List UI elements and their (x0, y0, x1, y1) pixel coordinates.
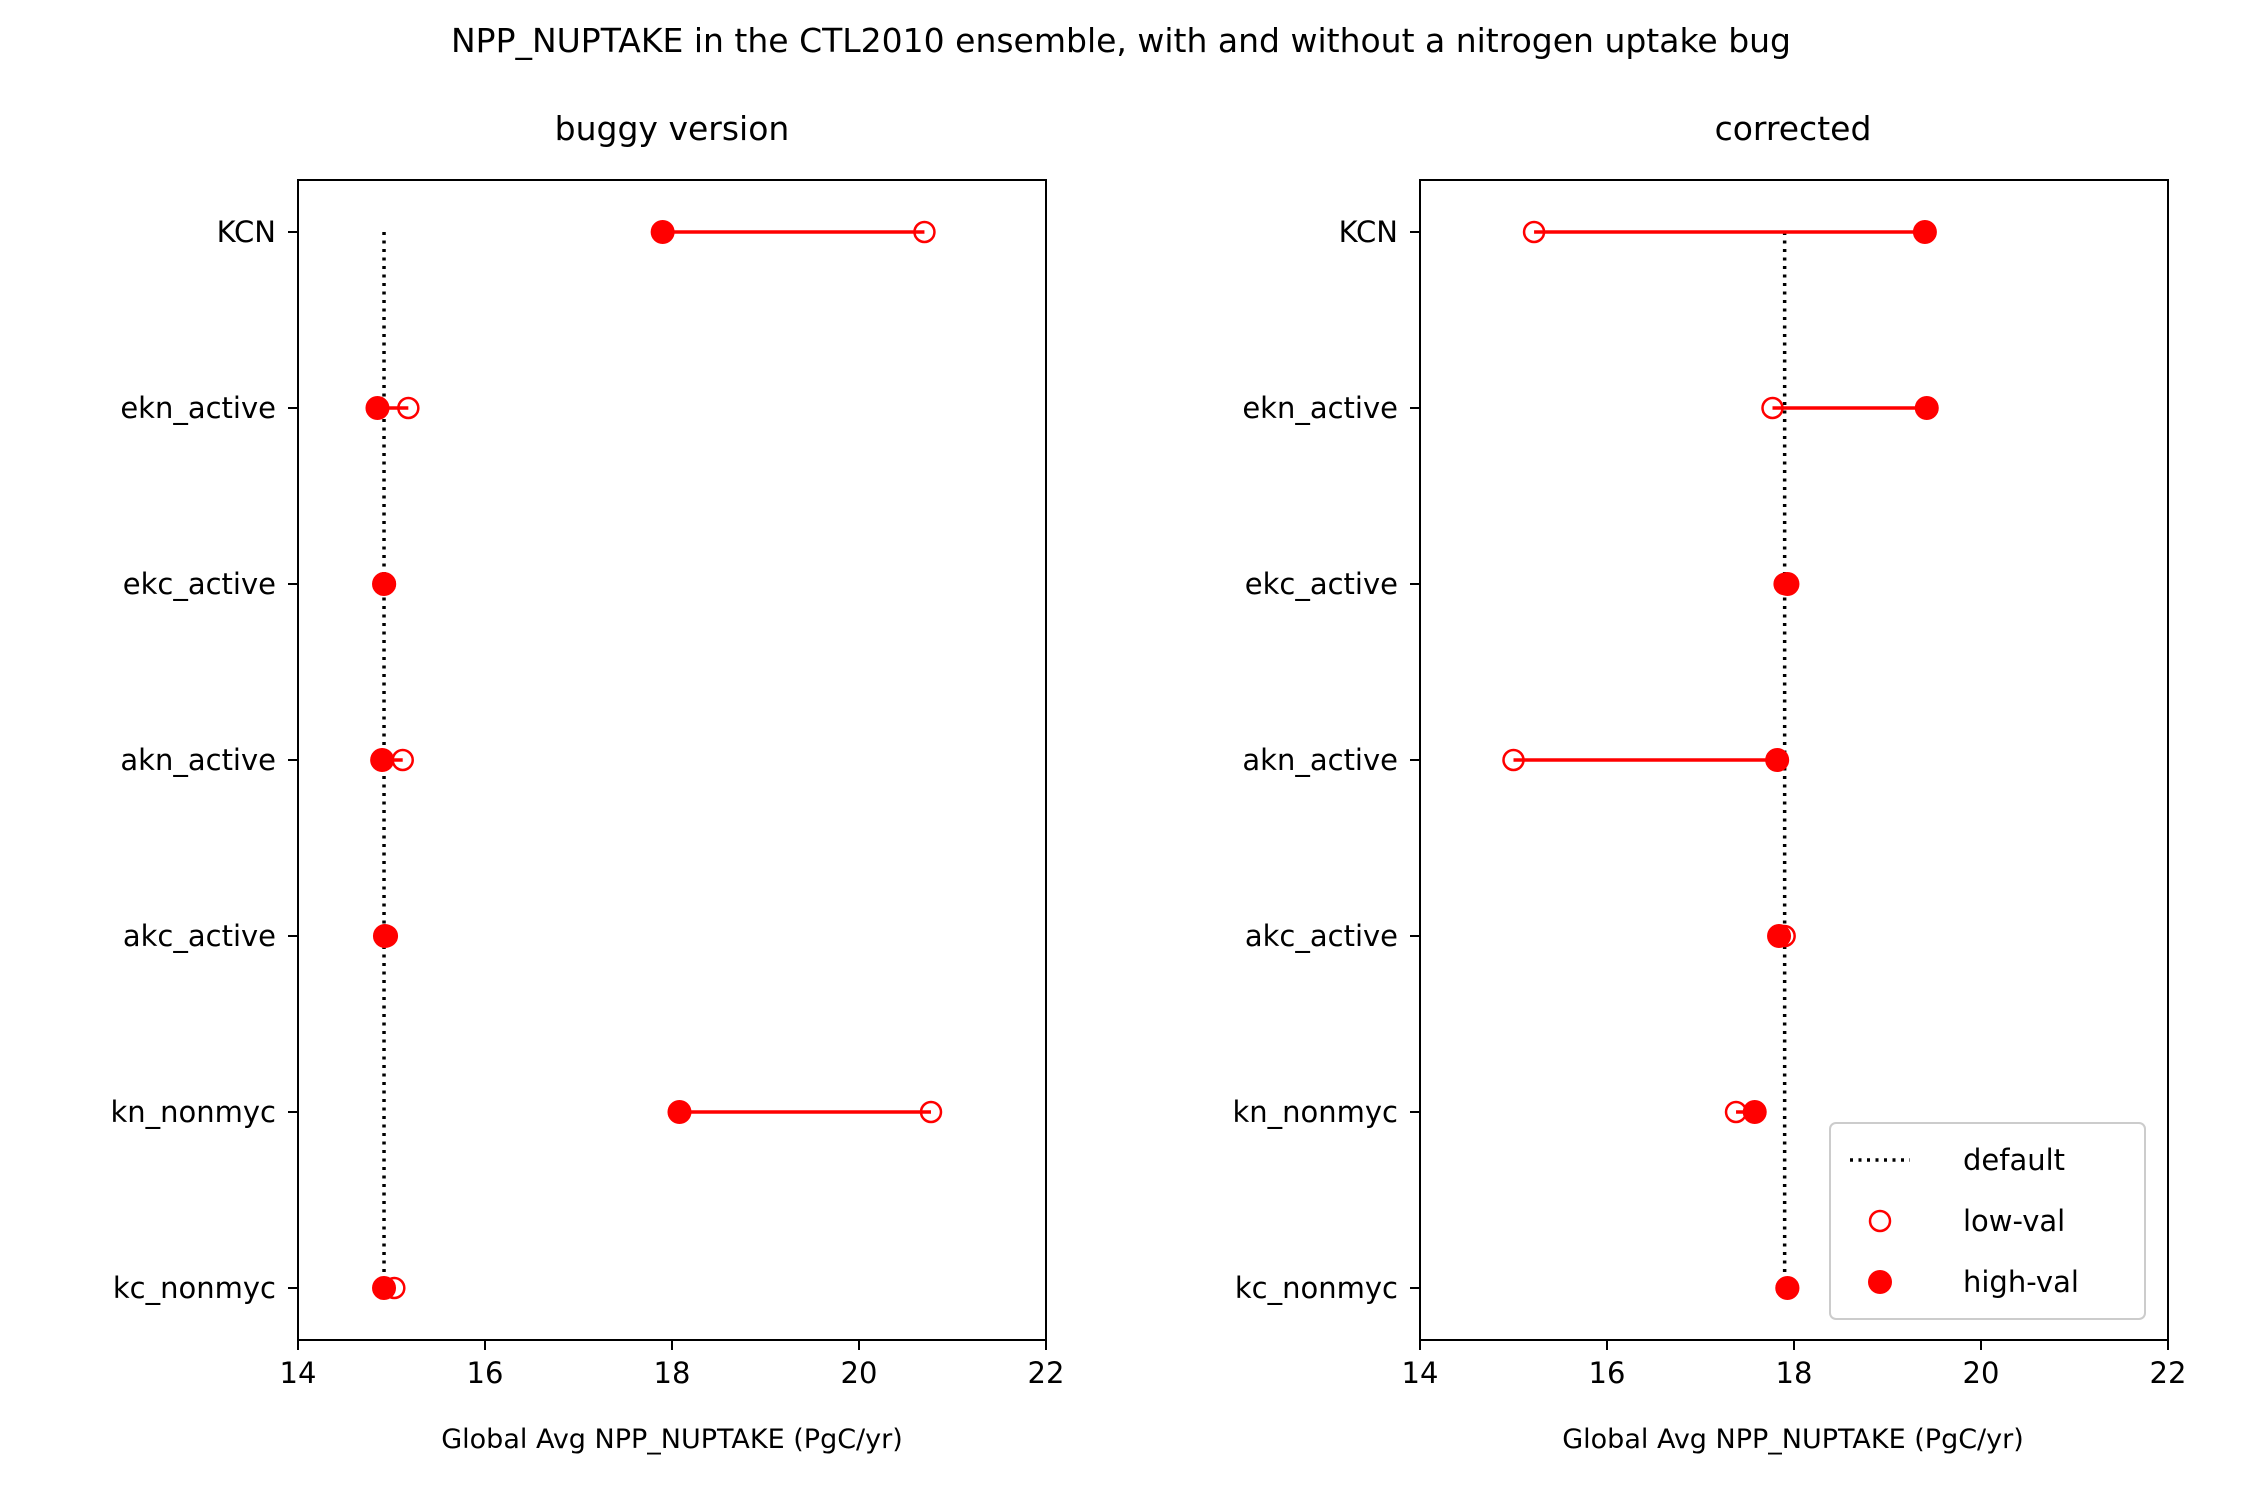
y-tick-label-corrected: ekc_active (1245, 567, 1398, 601)
high-val-marker-buggy (365, 396, 390, 420)
y-tick-label-buggy: ekc_active (123, 567, 276, 601)
x-axis-label-corrected: Global Avg NPP_NUPTAKE (PgC/yr) (1562, 1424, 2024, 1455)
high-val-marker-buggy (650, 220, 675, 244)
x-tick-label-buggy: 20 (841, 1356, 878, 1390)
x-tick-label-buggy: 22 (1028, 1356, 1065, 1390)
legend-swatch-low-val (1868, 1209, 1892, 1233)
x-tick-label-buggy: 14 (280, 1356, 317, 1390)
x-tick-label-buggy: 16 (467, 1356, 504, 1390)
y-tick-label-corrected: akc_active (1245, 919, 1398, 953)
high-val-marker-corrected (1742, 1100, 1767, 1124)
y-tick-label-corrected: akn_active (1242, 743, 1398, 777)
x-tick-label-corrected: 18 (1776, 1356, 1813, 1390)
panel-corrected: corrected Global Avg NPP_NUPTAKE (PgC/yr… (1232, 109, 2186, 1455)
y-tick-label-buggy: kc_nonmyc (113, 1271, 276, 1305)
legend-label: low-val (1963, 1204, 2065, 1238)
legend-swatch-high-val (1868, 1270, 1892, 1294)
y-tick-label-corrected: kn_nonmyc (1232, 1095, 1398, 1129)
low-val-marker-corrected (1502, 748, 1525, 772)
figure-title: NPP_NUPTAKE in the CTL2010 ensemble, wit… (451, 21, 1791, 60)
high-val-marker-corrected (1767, 924, 1792, 948)
low-val-marker-corrected (1522, 220, 1546, 244)
x-tick-label-corrected: 22 (2150, 1356, 2187, 1390)
legend: default low-val high-val (1829, 1122, 2146, 1320)
high-val-marker-buggy (667, 1100, 692, 1124)
x-tick-label-corrected: 16 (1589, 1356, 1626, 1390)
legend-label: default (1963, 1143, 2065, 1177)
panel-title-corrected: corrected (1715, 109, 1872, 148)
legend-box (1829, 1122, 2146, 1320)
legend-label: high-val (1963, 1265, 2079, 1299)
high-val-marker-buggy (370, 748, 395, 772)
high-val-marker-corrected (1775, 572, 1800, 596)
high-val-marker-buggy (372, 572, 397, 596)
y-tick-label-corrected: ekn_active (1242, 391, 1398, 425)
high-val-marker-buggy (372, 1276, 397, 1300)
panel-buggy: buggy version Global Avg NPP_NUPTAKE (Pg… (110, 109, 1064, 1455)
y-tick-label-buggy: akc_active (123, 919, 276, 953)
high-val-marker-corrected (1775, 1276, 1800, 1300)
axes-frame-buggy (297, 179, 1047, 1341)
y-tick-label-corrected: KCN (1339, 215, 1398, 249)
high-val-marker-corrected (1914, 396, 1939, 420)
high-val-marker-corrected (1765, 748, 1790, 772)
x-tick-label-corrected: 20 (1963, 1356, 2000, 1390)
y-tick-label-buggy: akn_active (120, 743, 276, 777)
panel-title-buggy: buggy version (555, 109, 790, 148)
y-tick-label-buggy: KCN (217, 215, 276, 249)
low-val-marker-corrected (1761, 396, 1784, 420)
high-val-marker-buggy (372, 924, 397, 948)
x-tick-label-buggy: 18 (654, 1356, 691, 1390)
y-tick-label-buggy: kn_nonmyc (110, 1095, 276, 1129)
low-val-marker-buggy (397, 396, 420, 420)
x-tick-label-corrected: 14 (1402, 1356, 1439, 1390)
y-tick-label-buggy: ekn_active (120, 391, 276, 425)
high-val-marker-corrected (1912, 220, 1937, 244)
low-val-marker-buggy (913, 220, 936, 244)
x-axis-label-buggy: Global Avg NPP_NUPTAKE (PgC/yr) (441, 1424, 903, 1455)
y-tick-label-corrected: kc_nonmyc (1235, 1271, 1398, 1305)
low-val-marker-buggy (919, 1100, 943, 1124)
